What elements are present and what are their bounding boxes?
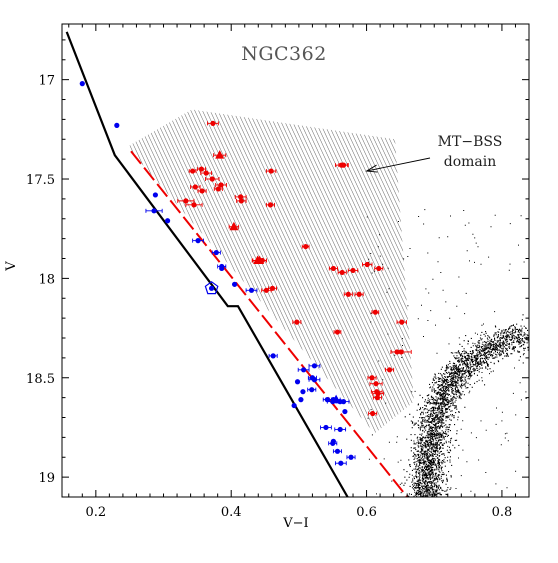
blue-bss-point: [152, 192, 158, 198]
blue-bss-point: [342, 408, 348, 415]
red-bss-point: [218, 182, 224, 188]
y-tick-label: 19: [38, 471, 55, 486]
blue-bss-point: [270, 353, 276, 359]
blue-bss-point: [338, 460, 344, 466]
red-bss-point: [338, 162, 345, 168]
y-tick-label: 17: [38, 74, 55, 89]
blue-bss-point: [311, 377, 318, 383]
blue-bss-point: [340, 399, 347, 405]
red-bss-point: [198, 166, 205, 172]
blue-bss-point: [348, 454, 354, 460]
blue-bss-point: [248, 287, 255, 293]
red-bss-point: [269, 285, 276, 291]
y-tick-label: 17.5: [26, 173, 55, 188]
red-triangle-point: [255, 255, 265, 264]
y-tick-label: 18.5: [26, 372, 55, 387]
blue-bss-point: [300, 389, 306, 395]
red-bss-point: [372, 309, 378, 315]
y-tick-label: 18: [38, 272, 55, 287]
red-bss-point: [203, 170, 209, 176]
red-bss-point: [376, 265, 382, 272]
red-bss-point: [345, 291, 351, 297]
annotation-arrow-head: [365, 164, 378, 173]
blue-bss-point: [311, 363, 318, 369]
y-axis-title: V: [4, 261, 19, 272]
x-tick-label: 0.6: [356, 505, 377, 520]
red-bss-point: [334, 329, 341, 335]
red-bss-point: [330, 265, 337, 272]
blue-bss-point: [114, 122, 120, 128]
blue-triangle-point: [331, 394, 341, 404]
red-bss-point: [369, 375, 375, 381]
blue-bss-point: [301, 367, 307, 373]
red-bss-point: [399, 319, 405, 325]
blue-bss-point: [309, 387, 315, 393]
red-bss-point: [294, 319, 300, 325]
blue-bss-point: [219, 265, 225, 272]
red-bss-point: [192, 184, 198, 190]
red-bss-point: [267, 202, 274, 208]
blue-bss-point: [291, 402, 297, 409]
red-bss-point: [375, 391, 381, 397]
blue-bss-point: [323, 424, 329, 431]
blue-pentagon-point: [208, 285, 215, 291]
annotation-line-1: MT−BSS: [438, 134, 503, 150]
blue-bss-point: [334, 448, 341, 454]
red-bss-point: [210, 120, 216, 126]
red-bss-point: [386, 367, 393, 373]
annotation-arrow: [366, 157, 431, 172]
red-bss-point: [190, 168, 196, 174]
plot-frame: [61, 23, 530, 498]
red-bss-point: [199, 188, 205, 194]
blue-bss-point: [164, 218, 171, 224]
red-triangle-point: [229, 221, 239, 231]
red-bss-point: [339, 269, 345, 276]
blue-bss-point: [231, 281, 238, 287]
x-tick-label: 0.2: [85, 505, 106, 520]
red-bss-point: [364, 261, 370, 268]
red-bss-point: [215, 186, 221, 192]
blue-bss-point: [79, 81, 85, 87]
annotation-line-2: domain: [444, 154, 497, 170]
red-bss-point: [238, 194, 244, 200]
red-bss-point: [350, 267, 356, 274]
red-bss-point: [374, 395, 380, 401]
zams-line: [65, 31, 349, 497]
red-bss-point: [303, 243, 309, 250]
red-bss-point: [263, 287, 269, 293]
mt-bss-lower-boundary-line: [130, 150, 408, 497]
blue-bss-point: [298, 397, 304, 403]
red-bss-point: [373, 381, 379, 387]
blue-bss-point: [213, 249, 219, 256]
red-bss-point: [370, 410, 376, 417]
x-tick-label: 0.8: [492, 505, 513, 520]
red-triangle-point: [215, 150, 225, 159]
red-bss-point: [238, 198, 244, 204]
chart-title: NGC362: [241, 43, 327, 65]
red-bss-point: [183, 198, 189, 204]
red-bss-point: [268, 168, 274, 174]
red-bss-point: [394, 349, 400, 355]
blue-bss-point: [294, 379, 301, 385]
blue-pentagon-point-outline: [204, 281, 219, 295]
blue-bss-point: [195, 238, 201, 244]
red-bss-point: [356, 291, 362, 297]
red-bss-point: [191, 202, 197, 208]
blue-bss-point: [151, 208, 157, 214]
red-bss-point: [209, 176, 215, 182]
blue-bss-point: [337, 426, 343, 433]
x-tick-label: 0.4: [221, 505, 242, 520]
x-axis-title: V−I: [282, 516, 308, 531]
blue-bss-point: [330, 438, 337, 444]
